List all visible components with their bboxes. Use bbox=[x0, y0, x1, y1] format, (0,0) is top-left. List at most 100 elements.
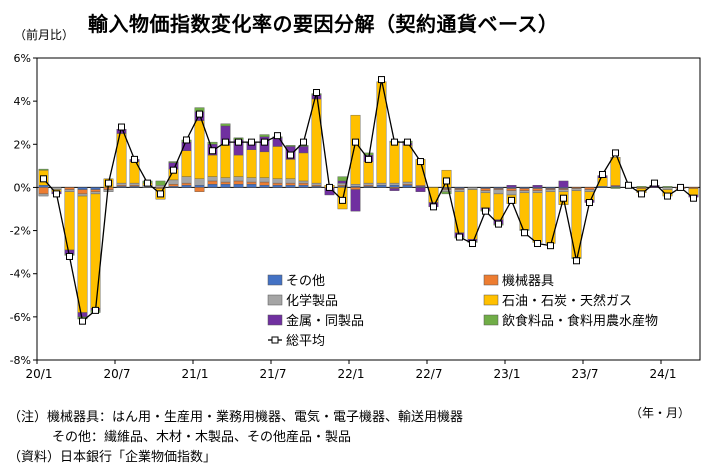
total-marker bbox=[495, 220, 502, 228]
chart-notes: （注）機械器具：はん用・生産用・業務用機器、電気・電子機器、輸送用機器 その他：… bbox=[8, 408, 463, 468]
bar-segment bbox=[662, 187, 673, 190]
total-marker bbox=[170, 166, 177, 174]
bar-segment bbox=[519, 190, 530, 194]
x-tick-label: 24/1 bbox=[650, 367, 677, 381]
total-line bbox=[40, 76, 697, 325]
total-marker bbox=[92, 306, 99, 314]
bar-segment bbox=[532, 185, 543, 188]
bar-segment bbox=[389, 182, 400, 186]
total-marker bbox=[391, 138, 398, 146]
x-tick-label: 22/1 bbox=[338, 367, 365, 381]
bar-segment bbox=[246, 177, 257, 183]
total-marker bbox=[235, 138, 242, 146]
note-source: （資料）日本銀行「企業物価指数」 bbox=[8, 450, 217, 465]
bar-segment bbox=[480, 192, 491, 209]
bar-segment bbox=[662, 186, 673, 188]
total-marker bbox=[261, 138, 268, 146]
total-marker bbox=[638, 190, 645, 198]
bar-segment bbox=[363, 182, 374, 186]
bar-segment bbox=[272, 178, 283, 184]
y-tick-label: -2% bbox=[10, 225, 31, 238]
bar-segment bbox=[233, 176, 244, 182]
bar-segment bbox=[311, 182, 322, 186]
bar-segment bbox=[168, 179, 179, 185]
y-axis: 6% 4% 2% 0% -2% -4% -6% -8% bbox=[10, 52, 37, 367]
bar-segment bbox=[64, 187, 75, 190]
bar-segment bbox=[636, 186, 647, 188]
x-unit-label: （年・月） bbox=[630, 406, 691, 420]
bar-segment bbox=[220, 183, 231, 188]
bar-segment bbox=[610, 187, 621, 189]
bar-segment bbox=[90, 187, 101, 190]
bar-segment bbox=[259, 177, 270, 183]
bar-segment bbox=[38, 193, 49, 197]
bar-segment bbox=[246, 181, 257, 185]
total-marker bbox=[183, 136, 190, 144]
y-tick-label: 0% bbox=[14, 181, 31, 194]
bar-segment bbox=[103, 189, 114, 192]
total-marker bbox=[469, 240, 476, 248]
y-tick-label: 4% bbox=[14, 95, 31, 108]
bar-segment bbox=[519, 188, 530, 191]
total-marker bbox=[456, 233, 463, 241]
bar-segment bbox=[584, 187, 595, 190]
bar-segment bbox=[467, 189, 478, 240]
bar-segment bbox=[376, 185, 387, 188]
bar-segment bbox=[532, 192, 543, 243]
bar-segment bbox=[272, 185, 283, 188]
bar-segment bbox=[207, 141, 218, 145]
bar-segment bbox=[155, 180, 166, 186]
total-marker bbox=[534, 240, 541, 248]
bar-segment bbox=[558, 180, 569, 188]
legend-label: 総平均 bbox=[286, 334, 325, 349]
bar-segment bbox=[402, 145, 413, 183]
y-tick-label: -4% bbox=[10, 268, 31, 281]
bar-segment bbox=[207, 180, 218, 185]
x-tick-label: 20/1 bbox=[26, 367, 53, 381]
bar-segment bbox=[389, 185, 400, 188]
bar-segment bbox=[558, 189, 569, 192]
legend-swatch bbox=[267, 294, 283, 306]
chart-title: 輸入物価指数変化率の要因分解（契約通貨ベース） bbox=[88, 12, 559, 36]
bar-segment bbox=[220, 123, 231, 127]
bar-segment bbox=[220, 177, 231, 183]
total-marker bbox=[313, 89, 320, 97]
bar-segment bbox=[506, 190, 517, 196]
bar-segment bbox=[363, 161, 374, 184]
y-tick-label: 6% bbox=[14, 52, 31, 65]
bar-segment bbox=[454, 191, 465, 233]
total-marker bbox=[612, 149, 619, 157]
x-tick-label: 22/7 bbox=[416, 367, 443, 381]
bar-segment bbox=[129, 182, 140, 186]
total-marker bbox=[664, 192, 671, 200]
bar-segment bbox=[454, 189, 465, 192]
bar-segment bbox=[532, 188, 543, 191]
bar-segment bbox=[298, 152, 309, 182]
total-marker bbox=[378, 76, 385, 84]
total-marker bbox=[79, 317, 86, 325]
total-marker bbox=[586, 199, 593, 207]
bar-segment bbox=[298, 185, 309, 188]
bar-segment bbox=[194, 120, 205, 180]
x-tick-label: 20/7 bbox=[104, 367, 131, 381]
bar-segment bbox=[181, 176, 192, 184]
bar-segment bbox=[246, 149, 257, 178]
bar-segment bbox=[402, 185, 413, 188]
legend-swatch bbox=[483, 274, 499, 286]
x-axis: 20/1 20/7 21/1 21/7 22/1 22/7 23/1 23/7 24/1 bbox=[26, 360, 677, 381]
legend-label: 機械器具 bbox=[502, 274, 554, 289]
y-unit-label: （前月比） bbox=[14, 28, 75, 42]
bar-segment bbox=[584, 189, 595, 192]
bar-segment bbox=[415, 187, 426, 192]
bar-segment bbox=[285, 185, 296, 188]
bar-segment bbox=[337, 176, 348, 182]
legend-label: 化学製品 bbox=[286, 293, 338, 309]
bar-segment bbox=[77, 189, 88, 195]
total-marker bbox=[430, 203, 437, 211]
bar-segment bbox=[493, 189, 504, 195]
legend-label: 飲食料品・食料用農水産物 bbox=[502, 313, 658, 329]
total-marker bbox=[547, 242, 554, 250]
total-marker bbox=[365, 155, 372, 163]
bar-segment bbox=[77, 195, 88, 313]
bar-segment bbox=[259, 151, 270, 178]
